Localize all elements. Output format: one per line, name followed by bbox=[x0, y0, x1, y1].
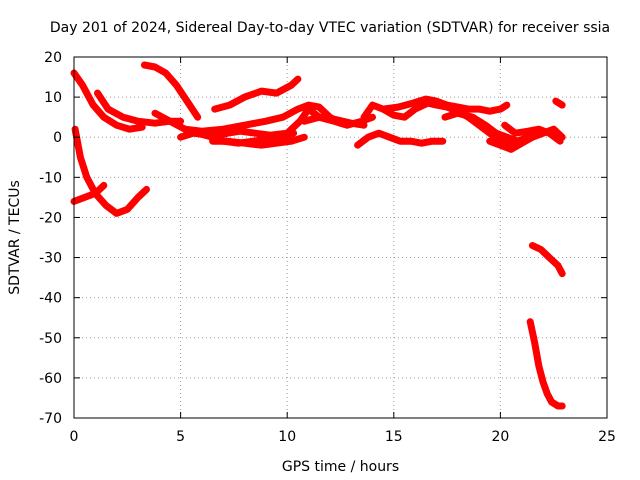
series-track-17 bbox=[501, 121, 564, 145]
series-track-08 bbox=[181, 101, 344, 135]
series-track-19 bbox=[528, 242, 566, 278]
series-track-16 bbox=[486, 125, 566, 153]
y-tick-label-4: -30 bbox=[39, 251, 62, 267]
series-track-18 bbox=[552, 97, 566, 109]
y-tick-label-2: -50 bbox=[39, 331, 62, 347]
x-tick-label-5: 25 bbox=[598, 429, 616, 445]
y-tick-label-6: -10 bbox=[39, 170, 62, 186]
x-tick-label-3: 15 bbox=[385, 429, 403, 445]
y-tick-label-5: -20 bbox=[39, 210, 62, 226]
series-track-03 bbox=[70, 181, 108, 205]
x-tick-labels: 0 5 10 15 20 25 bbox=[70, 429, 616, 445]
x-axis-title: GPS time / hours bbox=[282, 459, 399, 475]
series-track-02 bbox=[71, 125, 150, 217]
series-track-09 bbox=[209, 133, 308, 149]
y-tick-label-1: -60 bbox=[39, 371, 62, 387]
series-layer bbox=[70, 61, 566, 410]
series-track-01 bbox=[70, 69, 146, 133]
y-tick-label-3: -40 bbox=[39, 291, 62, 307]
series-track-05 bbox=[140, 61, 202, 121]
chart-title: Day 201 of 2024, Sidereal Day-to-day VTE… bbox=[50, 20, 610, 36]
plot-frame bbox=[73, 56, 608, 419]
x-tick-label-1: 5 bbox=[176, 429, 185, 445]
series-track-10 bbox=[211, 75, 302, 113]
y-tick-label-8: 10 bbox=[44, 90, 62, 106]
x-tick-label-4: 20 bbox=[491, 429, 509, 445]
series-track-14 bbox=[379, 95, 511, 115]
y-tick-labels: -70 -60 -50 -40 -30 -20 -10 0 10 20 bbox=[39, 50, 62, 427]
series-track-20 bbox=[526, 318, 566, 410]
y-tick-label-0: -70 bbox=[39, 411, 62, 427]
y-tick-label-9: 20 bbox=[44, 50, 62, 66]
series-track-13 bbox=[354, 129, 447, 149]
x-tick-label-0: 0 bbox=[70, 429, 79, 445]
series-track-15 bbox=[441, 109, 532, 145]
series-track-11 bbox=[300, 113, 368, 129]
axis-ticks bbox=[73, 56, 608, 419]
y-tick-label-7: 0 bbox=[53, 130, 62, 146]
x-tick-label-2: 10 bbox=[278, 429, 296, 445]
y-axis-title: SDTVAR / TECUs bbox=[7, 180, 23, 295]
